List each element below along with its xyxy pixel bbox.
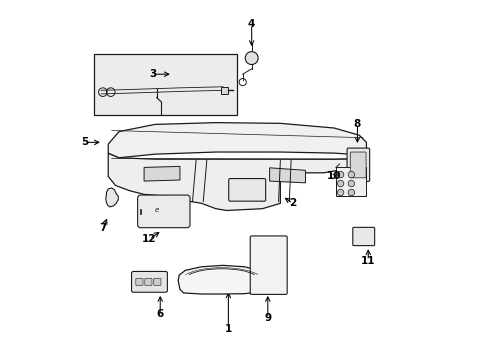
- Text: 4: 4: [247, 19, 255, 29]
- Polygon shape: [221, 87, 228, 94]
- FancyBboxPatch shape: [352, 227, 374, 246]
- Text: 9: 9: [264, 313, 271, 323]
- Circle shape: [337, 189, 343, 196]
- Text: 12: 12: [142, 234, 156, 244]
- Text: 5: 5: [81, 138, 88, 147]
- Polygon shape: [144, 166, 180, 181]
- Polygon shape: [335, 167, 366, 196]
- FancyBboxPatch shape: [131, 271, 167, 292]
- Text: 2: 2: [289, 198, 296, 208]
- FancyBboxPatch shape: [349, 152, 366, 178]
- FancyBboxPatch shape: [144, 278, 152, 285]
- Circle shape: [337, 171, 343, 178]
- Polygon shape: [178, 265, 265, 294]
- Text: 1: 1: [224, 324, 231, 334]
- Circle shape: [347, 171, 354, 178]
- FancyBboxPatch shape: [346, 148, 369, 181]
- Circle shape: [244, 51, 258, 64]
- Polygon shape: [108, 123, 366, 158]
- FancyBboxPatch shape: [250, 236, 286, 294]
- Circle shape: [347, 180, 354, 187]
- Polygon shape: [94, 54, 237, 116]
- Polygon shape: [105, 188, 118, 207]
- Polygon shape: [269, 168, 305, 183]
- Text: 3: 3: [149, 69, 156, 79]
- Text: 7: 7: [99, 224, 106, 233]
- Text: 6: 6: [156, 310, 163, 319]
- FancyBboxPatch shape: [136, 278, 142, 285]
- FancyBboxPatch shape: [137, 195, 190, 228]
- Text: e: e: [154, 207, 159, 213]
- Text: 8: 8: [353, 120, 360, 129]
- Circle shape: [347, 189, 354, 196]
- FancyBboxPatch shape: [228, 179, 265, 201]
- Polygon shape: [108, 153, 366, 211]
- FancyBboxPatch shape: [153, 278, 161, 285]
- Text: 10: 10: [326, 171, 341, 181]
- Circle shape: [337, 180, 343, 187]
- Text: 11: 11: [360, 256, 375, 266]
